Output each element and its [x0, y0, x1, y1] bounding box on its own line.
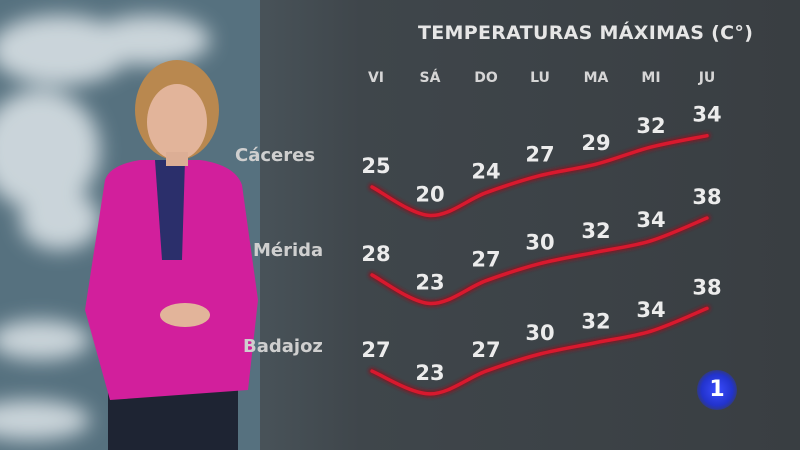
data-label: 29	[581, 131, 610, 155]
data-label: 32	[581, 219, 610, 243]
data-label: 32	[636, 114, 665, 138]
chart-title: TEMPERATURAS MÁXIMAS (C°)	[418, 22, 754, 44]
day-label: DO	[474, 70, 498, 86]
data-label: 20	[415, 183, 444, 207]
data-label: 23	[415, 271, 444, 295]
presenter	[85, 60, 258, 450]
data-label: 27	[525, 143, 554, 167]
series-line	[370, 306, 709, 396]
city-label: Cáceres	[235, 145, 316, 166]
day-label: MI	[641, 70, 661, 86]
channel-number: 1	[709, 377, 725, 402]
data-label: 38	[692, 185, 721, 209]
day-label: JU	[698, 70, 716, 86]
data-label: 34	[692, 103, 721, 127]
data-label: 27	[361, 338, 390, 362]
day-label: SÁ	[419, 70, 441, 86]
data-label: 32	[581, 310, 610, 334]
data-label: 30	[525, 321, 554, 345]
data-label: 30	[525, 231, 554, 255]
data-label: 27	[471, 338, 500, 362]
data-label: 25	[361, 154, 390, 178]
city-label: Mérida	[253, 240, 324, 261]
data-label: 34	[636, 208, 665, 232]
day-label: LU	[530, 70, 550, 86]
series-line	[370, 133, 709, 218]
channel-logo: 1	[697, 370, 737, 410]
city-label: Badajoz	[243, 336, 323, 357]
day-label: MA	[583, 70, 609, 86]
data-label: 34	[636, 298, 665, 322]
data-label: 38	[692, 275, 721, 299]
data-label: 28	[361, 242, 390, 266]
data-label: 24	[471, 160, 500, 184]
series-line	[370, 216, 709, 306]
data-label: 27	[471, 248, 500, 272]
data-label: 23	[415, 361, 444, 385]
day-label: VI	[367, 70, 385, 86]
